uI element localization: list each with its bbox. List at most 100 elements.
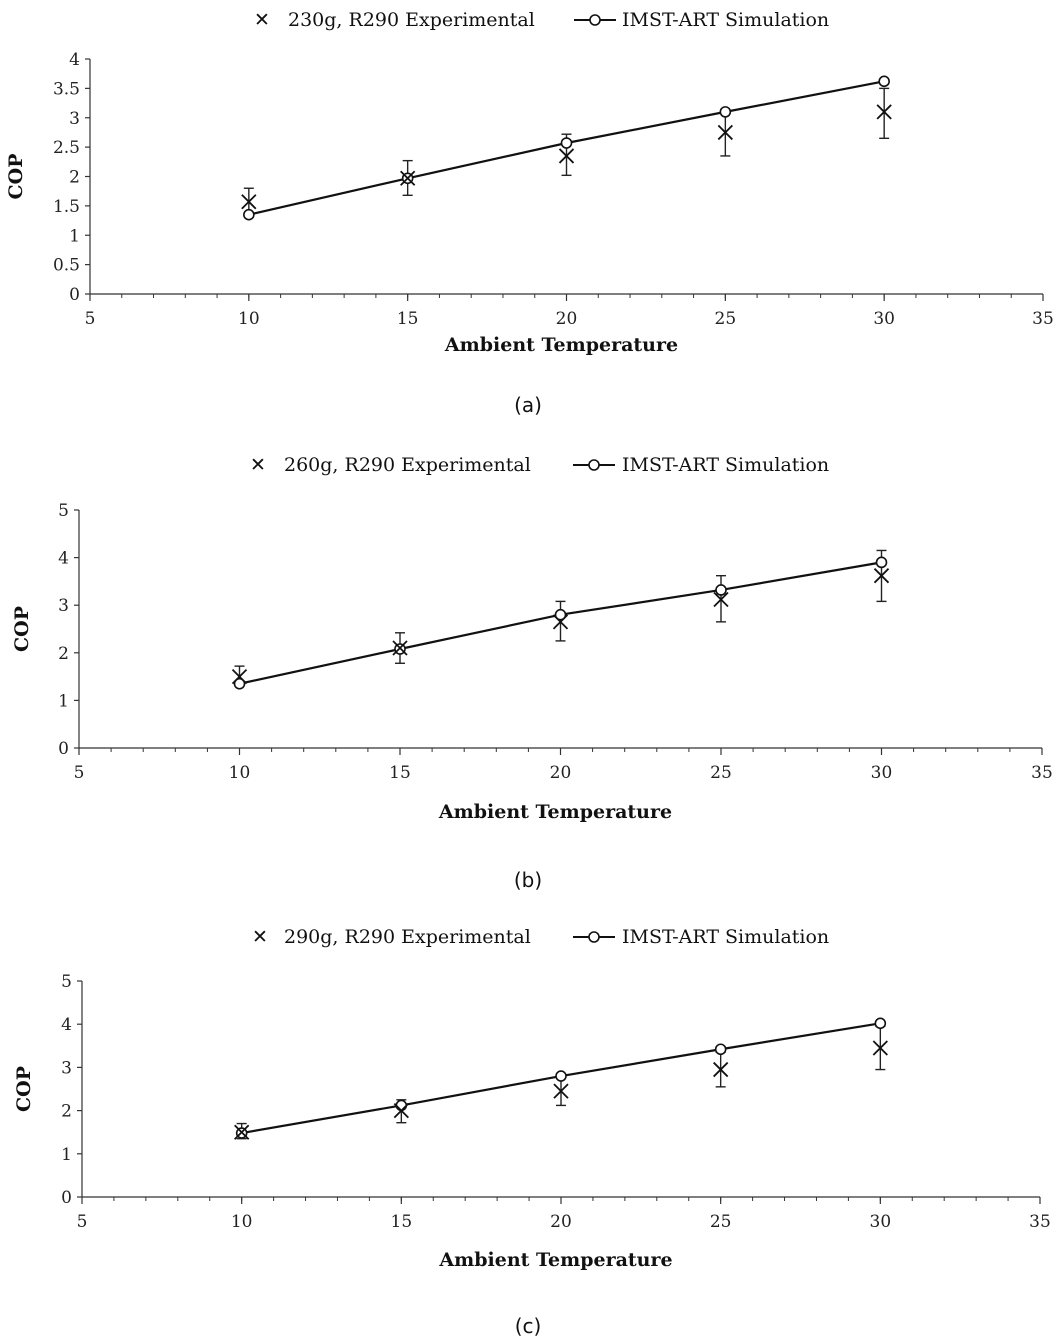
- panel-caption: (b): [514, 868, 542, 892]
- y-tick-label: 3: [58, 596, 69, 616]
- y-axis-title: COP: [5, 154, 27, 200]
- x-tick-label: 10: [238, 309, 260, 329]
- x-tick-label: 20: [550, 763, 572, 783]
- y-tick-label: 0: [69, 285, 80, 305]
- y-tick-label: 0: [61, 1188, 72, 1208]
- panel-caption: (c): [515, 1314, 542, 1338]
- simulation-point: [874, 1017, 887, 1030]
- simulation-point: [719, 106, 732, 118]
- simulation-point: [395, 1099, 408, 1112]
- x-tick-label: 30: [870, 1212, 892, 1232]
- experimental-point: [234, 1124, 250, 1140]
- chart-panel-a: ✕ 230g, R290 Experimental IMST-ART Simul…: [5, 9, 1054, 417]
- legend-label-simulation: IMST-ART Simulation: [622, 926, 829, 948]
- y-tick-label: 4: [58, 549, 69, 569]
- x-tick-label: 35: [1029, 1212, 1051, 1232]
- simulation-point: [875, 556, 888, 569]
- experimental-point-stroke: [552, 614, 569, 630]
- y-tick-label: 1: [69, 226, 80, 246]
- x-tick-label: 5: [85, 309, 96, 329]
- experimental-point-stroke: [393, 1102, 409, 1119]
- experimental-point: [713, 1061, 729, 1078]
- x-tick-label: 25: [710, 763, 732, 783]
- x-tick-label: 35: [1032, 309, 1054, 329]
- data-marks: [234, 1017, 888, 1140]
- legend-label-experimental: 230g, R290 Experimental: [288, 9, 535, 31]
- y-tick-label: 2: [61, 1102, 72, 1122]
- axes: 0 1 2 3 4 5 5 10 15 20 25 30 35: [58, 501, 1053, 783]
- data-marks: [241, 75, 892, 221]
- legend-circle-marker-icon: [589, 14, 601, 26]
- legend: ✕ 260g, R290 Experimental IMST-ART Simul…: [250, 454, 829, 476]
- legend-x-marker-icon: ✕: [254, 9, 270, 31]
- x-tick-label: 25: [710, 1212, 732, 1232]
- axes: 0 0.5 1 1.5 2 2.5 3 3.5 4 5 10 15 20 25 30 35: [53, 50, 1054, 329]
- x-tick-label: 30: [871, 763, 893, 783]
- legend-circle-marker-icon: [588, 931, 600, 943]
- experimental-point-stroke: [713, 1061, 729, 1078]
- experimental-point: [231, 668, 248, 685]
- y-tick-label: 5: [58, 501, 69, 521]
- x-tick-label: 20: [550, 1212, 572, 1232]
- y-axis-title: COP: [13, 1066, 35, 1112]
- y-tick-label: 2: [58, 644, 69, 664]
- simulation-point: [715, 584, 727, 596]
- x-tick-label: 15: [389, 763, 411, 783]
- x-axis-title: Ambient Temperature: [438, 1249, 672, 1271]
- y-tick-label: 3: [69, 109, 80, 129]
- x-tick-label: 30: [873, 309, 895, 329]
- experimental-point: [717, 124, 733, 141]
- experimental-point: [713, 591, 729, 608]
- x-tick-label: 20: [556, 309, 578, 329]
- y-tick-label: 3: [61, 1058, 72, 1078]
- experimental-point-stroke: [713, 591, 729, 608]
- simulation-point: [560, 137, 573, 149]
- experimental-point: [400, 170, 416, 186]
- chart-panel-b: ✕ 260g, R290 Experimental IMST-ART Simul…: [11, 454, 1053, 892]
- x-axis-title: Ambient Temperature: [444, 334, 678, 356]
- experimental-point: [876, 104, 892, 120]
- y-tick-label: 2.5: [53, 138, 80, 158]
- legend-label-simulation: IMST-ART Simulation: [622, 454, 829, 476]
- y-tick-label: 3.5: [53, 79, 80, 99]
- x-axis-title: Ambient Temperature: [438, 801, 672, 823]
- x-tick-label: 10: [231, 1212, 253, 1232]
- experimental-point-stroke: [558, 148, 575, 164]
- x-tick-label: 35: [1031, 763, 1053, 783]
- x-tick-label: 5: [74, 763, 85, 783]
- experimental-point-stroke: [553, 1083, 569, 1099]
- x-tick-label: 15: [391, 1212, 413, 1232]
- legend: ✕ 290g, R290 Experimental IMST-ART Simul…: [252, 926, 829, 948]
- y-tick-label: 1.5: [53, 197, 80, 217]
- experimental-point-stroke: [873, 568, 890, 584]
- y-tick-label: 1: [58, 691, 69, 711]
- simulation-point: [555, 1070, 567, 1082]
- simulation-point: [233, 677, 246, 690]
- y-tick-label: 5: [61, 972, 72, 992]
- legend-x-marker-icon: ✕: [252, 926, 268, 948]
- simulation-point: [878, 75, 890, 88]
- x-tick-label: 5: [77, 1212, 88, 1232]
- x-tick-label: 25: [715, 309, 737, 329]
- y-tick-label: 0: [58, 739, 69, 759]
- experimental-point-stroke: [872, 1040, 888, 1056]
- experimental-point: [393, 1102, 409, 1119]
- experimental-point-stroke: [392, 640, 408, 656]
- experimental-point: [241, 194, 257, 210]
- experimental-point: [872, 1040, 888, 1056]
- axes: 0 1 2 3 4 5 5 10 15 20 25 30 35: [61, 972, 1051, 1232]
- y-tick-label: 2: [69, 168, 80, 188]
- experimental-point-stroke: [231, 668, 248, 685]
- legend-label-simulation: IMST-ART Simulation: [622, 9, 829, 31]
- chart-panel-c: ✕ 290g, R290 Experimental IMST-ART Simul…: [13, 926, 1051, 1338]
- legend-circle-marker-icon: [588, 459, 600, 471]
- experimental-point-stroke: [234, 1124, 250, 1140]
- y-axis-title: COP: [11, 606, 33, 652]
- experimental-point: [552, 614, 569, 630]
- experimental-point: [873, 568, 890, 584]
- data-marks: [231, 549, 890, 690]
- experimental-point-stroke: [876, 104, 892, 120]
- y-tick-label: 0.5: [53, 256, 80, 276]
- y-tick-label: 1: [61, 1145, 72, 1165]
